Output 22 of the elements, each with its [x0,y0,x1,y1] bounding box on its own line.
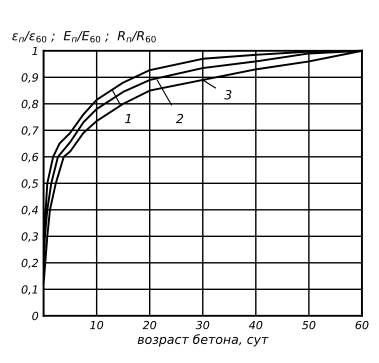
y-tick-label: 0,2 [22,258,38,268]
x-tick-label: 50 [302,320,316,330]
y-tick-label: 0,4 [22,206,38,216]
x-tick-label: 10 [90,320,104,330]
y-tick-label: 1 [32,46,38,56]
y-tick-label: 0,1 [22,285,38,295]
y-tick-label: 0,3 [22,232,38,242]
y-tick-label: 0,8 [22,100,38,110]
x-tick-label: 60 [356,320,368,330]
y-tick-label: 0 [32,312,38,320]
y-tick-label: 0,5 [22,179,38,189]
x-tick-label: 40 [248,320,262,330]
annotation: 1 [125,114,131,124]
text: ε$_{п}$/ε$_{60}$ ; E$_{п}$/E$_{60}$ ; R$_{п}$/R$_{60}$ [12,31,156,42]
y-tick-label: 0,6 [22,152,38,162]
x-tick-label: 20 [142,320,156,330]
x-tick-label: 30 [196,320,210,330]
annotation: 3 [224,90,232,100]
y-tick-label: 0,9 [22,73,38,83]
x-axis-title: возраст бетона, сут [138,334,269,347]
y-tick-label: 0,7 [22,126,39,136]
annotation: 2 [176,114,184,124]
